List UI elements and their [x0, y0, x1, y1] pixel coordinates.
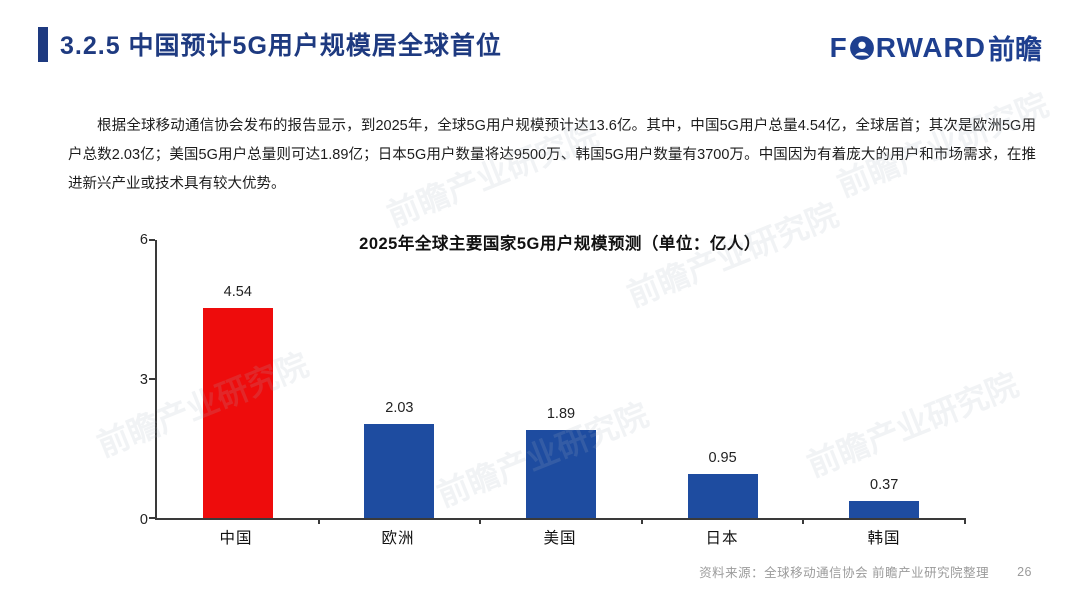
- category-label-日本: 日本: [705, 530, 739, 547]
- forward-logo: F RWARD 前瞻: [830, 28, 1042, 67]
- source-note: 资料来源：全球移动通信协会 前瞻产业研究院整理: [699, 566, 990, 580]
- logo-text-rest: RWARD: [875, 31, 986, 63]
- category-label-美国: 美国: [543, 530, 577, 547]
- bar-美国: 1.89: [525, 406, 596, 518]
- bar-韩国: 0.37: [849, 477, 920, 518]
- bar-value-label: 0.37: [870, 476, 899, 493]
- y-tick-mark: [149, 378, 155, 380]
- x-tick-mark: [640, 518, 643, 524]
- logo-text-f: F: [829, 31, 848, 63]
- y-tick-label: 3: [139, 372, 148, 388]
- bar-slot: 2.03: [319, 240, 481, 518]
- x-tick-mark: [964, 518, 966, 524]
- page-number: 26: [1017, 564, 1032, 579]
- logo-person-o-icon: [849, 35, 875, 61]
- footer: 资料来源：全球移动通信协会 前瞻产业研究院整理 26: [699, 562, 1032, 581]
- category-row: 中国 欧洲 美国 日本 韩国: [155, 526, 965, 548]
- page-title: 3.2.5 中国预计5G用户规模居全球首位: [60, 32, 502, 60]
- plot-area: 4.54 2.03 1.89 0.95 0.37: [149, 239, 966, 524]
- x-tick-mark: [802, 518, 805, 524]
- chart-title: 2025年全球主要国家5G用户规模预测（单位：亿人）: [359, 235, 761, 253]
- category-label-中国: 中国: [219, 530, 253, 547]
- category-label-韩国: 韩国: [867, 530, 901, 547]
- logo-text-cn: 前瞻: [988, 35, 1042, 65]
- bar-slot: 0.37: [803, 240, 965, 518]
- bar-value-label: 2.03: [385, 399, 414, 416]
- bar-slot: 4.54: [157, 240, 319, 518]
- title-accent-bar: [38, 27, 48, 62]
- bar-value-label: 4.54: [223, 283, 252, 300]
- x-tick-mark: [317, 518, 320, 524]
- bar-slot: 0.95: [642, 240, 804, 518]
- x-tick-mark: [479, 518, 482, 524]
- bar-value-label: 1.89: [546, 406, 576, 423]
- y-tick-label: 0: [139, 512, 148, 528]
- category-label-欧洲: 欧洲: [381, 530, 415, 547]
- bar-日本: 0.95: [687, 450, 758, 518]
- bar-value-label: 0.95: [708, 449, 737, 466]
- bar-欧洲: 2.03: [364, 400, 435, 518]
- header: 3.2.5 中国预计5G用户规模居全球首位 F RWARD 前瞻: [0, 0, 1080, 80]
- bar-slot: 1.89: [480, 240, 642, 518]
- y-axis-labels: 0 3 6: [130, 232, 148, 528]
- bar-slot-row: 4.54 2.03 1.89 0.95 0.37: [157, 240, 965, 518]
- y-tick-mark: [149, 239, 155, 241]
- y-tick-label: 6: [139, 232, 148, 248]
- y-tick-mark: [149, 517, 155, 519]
- bar-chart: 2025年全球主要国家5G用户规模预测（单位：亿人） 0 3 6 4.54 2.03 1…: [130, 222, 975, 557]
- intro-paragraph: 根据全球移动通信协会发布的报告显示，到2025年，全球5G用户规模预计达13.6…: [68, 118, 1036, 192]
- bar-中国: 4.54: [202, 284, 273, 518]
